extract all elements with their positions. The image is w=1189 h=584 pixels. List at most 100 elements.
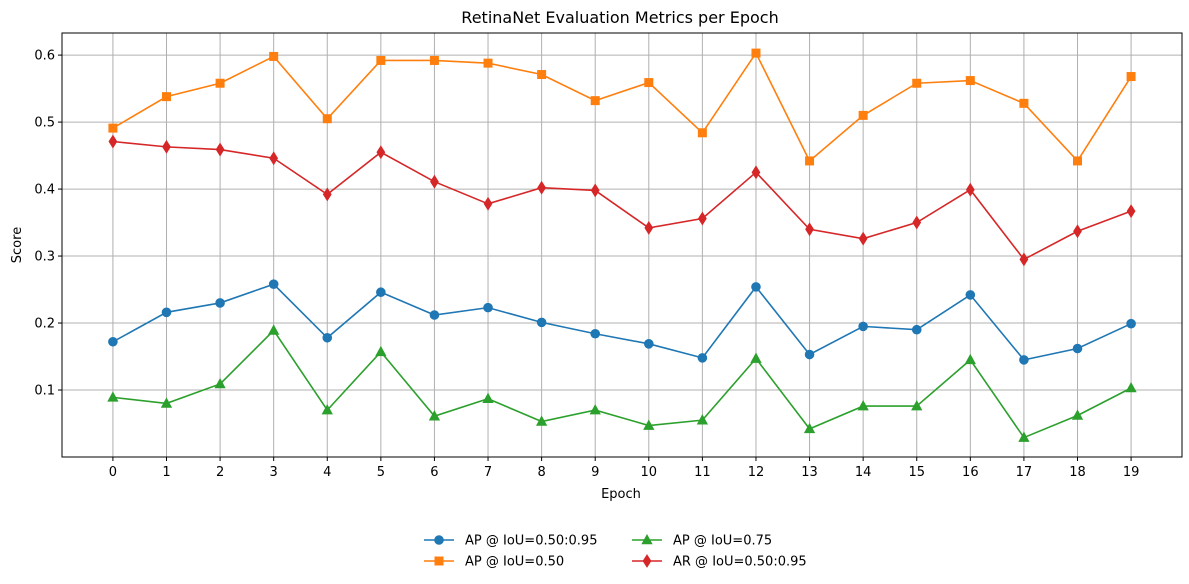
data-point — [858, 321, 868, 332]
x-tick-label: 12 — [748, 465, 765, 480]
x-tick-label: 1 — [162, 465, 170, 480]
data-point — [376, 55, 386, 65]
series-ap-iou-0-50-0-95 — [108, 279, 1136, 365]
data-point — [751, 282, 761, 292]
data-point — [805, 222, 814, 237]
data-point — [912, 78, 922, 88]
data-point — [1071, 409, 1084, 420]
data-point — [429, 55, 439, 65]
legend-entry: AR @ IoU=0.50:0.95 — [632, 554, 807, 570]
data-point — [483, 58, 493, 68]
x-tick-label: 15 — [908, 465, 925, 480]
legend-label: AP @ IoU=0.50:0.95 — [465, 534, 597, 549]
x-tick-label: 8 — [537, 465, 545, 480]
x-tick-label: 19 — [1123, 465, 1140, 480]
data-point — [483, 302, 493, 313]
data-point — [643, 419, 655, 430]
x-tick-label: 7 — [484, 465, 492, 480]
data-point — [590, 328, 601, 339]
legend-entry: AP @ IoU=0.75 — [632, 534, 772, 549]
data-point — [430, 174, 439, 189]
x-tick-label: 0 — [109, 465, 117, 480]
data-point — [376, 287, 386, 298]
data-point — [858, 231, 868, 246]
x-tick-label: 5 — [377, 465, 385, 480]
grid-lines — [62, 33, 1182, 457]
data-point — [1125, 381, 1137, 393]
x-tick-label: 14 — [855, 465, 872, 480]
data-point — [215, 298, 225, 308]
data-point — [108, 134, 118, 149]
data-point — [322, 332, 333, 343]
y-tick-label: 0.1 — [34, 384, 55, 399]
series-line — [112, 329, 1132, 439]
data-point — [108, 123, 118, 133]
series-line — [112, 140, 1132, 261]
y-tick-label: 0.6 — [34, 49, 55, 64]
data-point — [805, 156, 815, 166]
plot-frame — [61, 32, 1183, 458]
data-point — [590, 96, 600, 106]
y-tick-label: 0.3 — [34, 250, 55, 265]
data-point — [483, 196, 493, 211]
data-point — [697, 353, 708, 363]
data-point — [161, 307, 172, 318]
data-point — [375, 345, 387, 357]
data-point — [428, 410, 441, 421]
series-layer — [107, 48, 1137, 442]
series-ap-iou-0-50 — [108, 48, 1136, 166]
chart-title: RetinaNet Evaluation Metrics per Epoch — [461, 8, 778, 27]
series-line — [112, 51, 1132, 163]
data-point — [1019, 252, 1029, 267]
data-point — [1018, 431, 1030, 442]
data-point — [750, 352, 762, 363]
data-point — [376, 145, 386, 160]
y-tick-label: 0.4 — [34, 183, 55, 198]
x-axis: 0 1 2 3 4 5 6 7 8 9 10 11 12 13 14 15 16 17 18 19 — [109, 457, 1140, 480]
data-point — [537, 70, 547, 80]
data-point — [269, 151, 279, 166]
x-tick-label: 10 — [641, 465, 658, 480]
x-tick-label: 9 — [591, 465, 599, 480]
x-axis-label: Epoch — [601, 487, 641, 502]
y-tick-label: 0.2 — [34, 317, 55, 332]
data-point — [536, 317, 547, 328]
data-point — [643, 338, 654, 349]
x-tick-label: 18 — [1069, 465, 1086, 480]
data-point — [697, 128, 707, 138]
data-point — [535, 415, 548, 426]
data-point — [964, 353, 976, 365]
x-tick-label: 17 — [1016, 465, 1033, 480]
series-ap-iou-0-75 — [107, 324, 1137, 442]
legend-entry: AP @ IoU=0.50 — [424, 555, 564, 570]
y-tick-label: 0.5 — [34, 116, 55, 131]
data-point — [268, 324, 280, 335]
data-point — [1126, 72, 1136, 82]
data-point — [589, 404, 601, 415]
data-point — [108, 336, 118, 347]
data-point — [965, 182, 975, 197]
data-point — [1073, 156, 1083, 166]
data-point — [858, 110, 868, 120]
data-point — [322, 114, 332, 124]
data-point — [590, 183, 600, 198]
x-tick-label: 3 — [270, 465, 278, 480]
data-point — [162, 139, 171, 154]
legend-entry: AP @ IoU=0.50:0.95 — [424, 534, 597, 549]
data-point — [644, 220, 654, 235]
data-point — [215, 78, 225, 88]
data-point — [321, 404, 333, 415]
data-point — [107, 391, 119, 402]
x-tick-label: 13 — [801, 465, 818, 480]
data-point — [429, 310, 440, 320]
y-axis-label: Score — [10, 227, 25, 263]
legend-marker — [641, 533, 653, 545]
series-ar-iou-0-50-0-95 — [108, 134, 1136, 267]
data-point — [160, 397, 173, 408]
data-point — [1019, 98, 1029, 108]
data-point — [1126, 318, 1136, 329]
data-point — [751, 48, 761, 58]
data-point — [1072, 343, 1083, 354]
data-point — [1019, 355, 1029, 365]
